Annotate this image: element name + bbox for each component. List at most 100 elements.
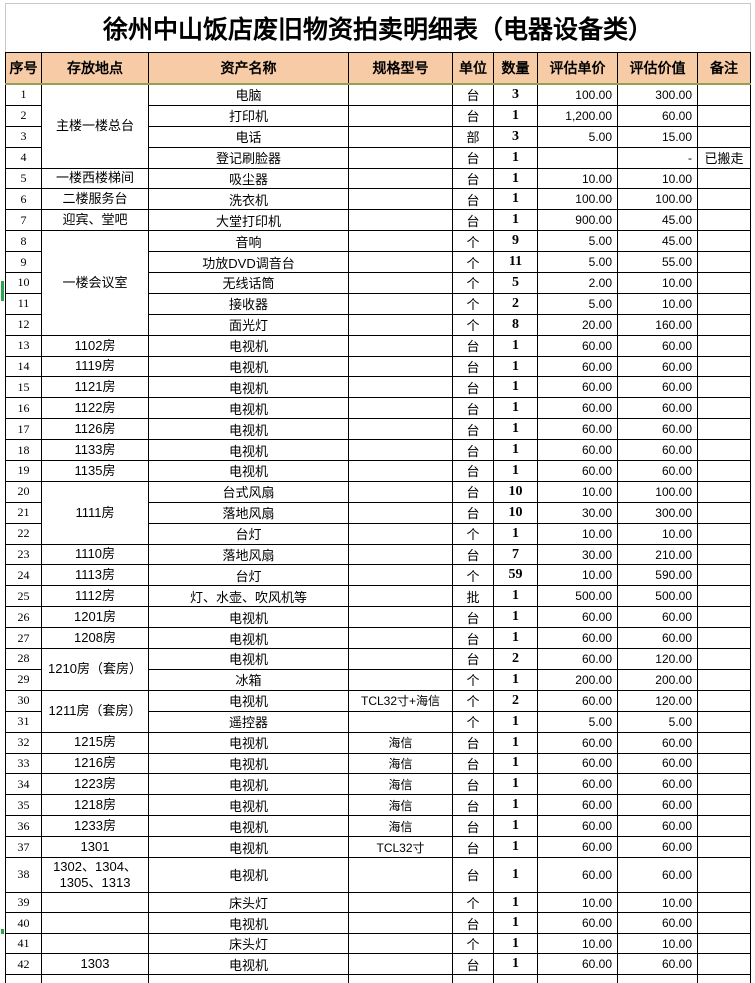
unit-cell[interactable]: 台: [452, 773, 494, 796]
assessed-value-cell[interactable]: 60.00: [617, 856, 698, 893]
assessed-value-cell[interactable]: 210.00: [617, 543, 698, 566]
asset-name-cell[interactable]: 电视机: [148, 418, 349, 441]
quantity-cell[interactable]: 10: [493, 501, 538, 524]
row-number-cell[interactable]: 22: [5, 522, 42, 545]
asset-name-cell[interactable]: 落地风扇: [148, 543, 349, 566]
unit-price-cell[interactable]: 60.00: [537, 439, 618, 462]
quantity-cell[interactable]: 1: [493, 418, 538, 441]
spec-cell[interactable]: [348, 418, 453, 441]
spec-cell[interactable]: [348, 460, 453, 482]
empty-cell[interactable]: [452, 973, 494, 983]
assessed-value-cell[interactable]: 10.00: [617, 292, 698, 315]
note-cell[interactable]: [696, 292, 752, 315]
spec-cell[interactable]: [348, 188, 453, 211]
location-cell[interactable]: 二楼服务台: [41, 188, 149, 211]
row-number-cell[interactable]: 4: [5, 146, 42, 169]
note-cell[interactable]: [696, 648, 752, 670]
assessed-value-cell[interactable]: 60.00: [617, 731, 698, 754]
quantity-cell[interactable]: 1: [493, 891, 538, 914]
assessed-value-cell[interactable]: 60.00: [617, 794, 698, 817]
unit-cell[interactable]: 部: [452, 125, 494, 148]
quantity-cell[interactable]: 1: [493, 188, 538, 211]
asset-name-cell[interactable]: 电视机: [148, 731, 349, 754]
quantity-cell[interactable]: 1: [493, 460, 538, 482]
unit-price-cell[interactable]: 200.00: [537, 668, 618, 691]
spec-cell[interactable]: 海信: [348, 773, 453, 796]
quantity-cell[interactable]: 1: [493, 585, 538, 608]
asset-name-cell[interactable]: 电话: [148, 125, 349, 148]
quantity-cell[interactable]: 1: [493, 146, 538, 169]
column-header-unit-price[interactable]: 评估单价: [537, 52, 618, 85]
spec-cell[interactable]: [348, 585, 453, 608]
unit-cell[interactable]: 台: [452, 460, 494, 482]
unit-price-cell[interactable]: 1,200.00: [537, 104, 618, 127]
quantity-cell[interactable]: 1: [493, 522, 538, 545]
assessed-value-cell[interactable]: 5.00: [617, 710, 698, 733]
note-cell[interactable]: [696, 773, 752, 796]
note-cell[interactable]: [696, 627, 752, 650]
page-title[interactable]: 徐州中山饭店废旧物资拍卖明细表（电器设备类）: [4, 3, 752, 53]
spec-cell[interactable]: [348, 891, 453, 914]
spec-cell[interactable]: [348, 953, 453, 975]
note-cell[interactable]: [696, 710, 752, 733]
quantity-cell[interactable]: 10: [493, 480, 538, 503]
spec-cell[interactable]: [348, 146, 453, 169]
spec-cell[interactable]: [348, 104, 453, 127]
asset-name-cell[interactable]: 电视机: [148, 606, 349, 629]
unit-cell[interactable]: 台: [452, 480, 494, 503]
location-cell[interactable]: 主楼一楼总台: [41, 83, 149, 169]
note-cell[interactable]: [696, 355, 752, 378]
unit-price-cell[interactable]: 20.00: [537, 313, 618, 336]
unit-cell[interactable]: 台: [452, 752, 494, 775]
quantity-cell[interactable]: 1: [493, 397, 538, 420]
assessed-value-cell[interactable]: 60.00: [617, 953, 698, 975]
note-cell[interactable]: [696, 836, 752, 858]
unit-cell[interactable]: 台: [452, 167, 494, 190]
asset-name-cell[interactable]: 电视机: [148, 856, 349, 893]
location-cell[interactable]: 1218房: [41, 794, 149, 817]
unit-price-cell[interactable]: 10.00: [537, 564, 618, 587]
asset-name-cell[interactable]: 登记刷脸器: [148, 146, 349, 169]
quantity-cell[interactable]: 1: [493, 167, 538, 190]
column-header-note[interactable]: 备注: [696, 52, 752, 85]
asset-name-cell[interactable]: 落地风扇: [148, 501, 349, 524]
unit-cell[interactable]: 个: [452, 230, 494, 253]
location-cell[interactable]: 1301: [41, 836, 149, 858]
unit-cell[interactable]: 台: [452, 397, 494, 420]
quantity-cell[interactable]: 1: [493, 355, 538, 378]
note-cell[interactable]: [696, 564, 752, 587]
assessed-value-cell[interactable]: 300.00: [617, 501, 698, 524]
location-cell[interactable]: 迎宾、堂吧: [41, 209, 149, 232]
spec-cell[interactable]: TCL32寸: [348, 836, 453, 858]
unit-cell[interactable]: 台: [452, 439, 494, 462]
spec-cell[interactable]: [348, 313, 453, 336]
assessed-value-cell[interactable]: 60.00: [617, 627, 698, 650]
spec-cell[interactable]: [348, 668, 453, 691]
unit-cell[interactable]: 个: [452, 272, 494, 294]
quantity-cell[interactable]: 1: [493, 794, 538, 817]
row-number-cell[interactable]: 14: [5, 355, 42, 378]
asset-name-cell[interactable]: 电脑: [148, 83, 349, 106]
column-header-assessed-value[interactable]: 评估价值: [617, 52, 698, 85]
note-cell[interactable]: [696, 891, 752, 914]
unit-cell[interactable]: 台: [452, 334, 494, 357]
unit-price-cell[interactable]: 5.00: [537, 710, 618, 733]
quantity-cell[interactable]: 2: [493, 292, 538, 315]
unit-price-cell[interactable]: [537, 146, 618, 169]
row-number-cell[interactable]: 20: [5, 480, 42, 503]
note-cell[interactable]: [696, 460, 752, 482]
assessed-value-cell[interactable]: 60.00: [617, 815, 698, 838]
quantity-cell[interactable]: 9: [493, 230, 538, 253]
assessed-value-cell[interactable]: 100.00: [617, 188, 698, 211]
quantity-cell[interactable]: 7: [493, 543, 538, 566]
row-number-cell[interactable]: 21: [5, 501, 42, 524]
location-cell[interactable]: 1208房: [41, 627, 149, 650]
assessed-value-cell[interactable]: 60.00: [617, 460, 698, 482]
empty-cell[interactable]: [493, 973, 538, 983]
unit-cell[interactable]: 台: [452, 83, 494, 106]
asset-name-cell[interactable]: 吸尘器: [148, 167, 349, 190]
assessed-value-cell[interactable]: 590.00: [617, 564, 698, 587]
unit-cell[interactable]: 台: [452, 953, 494, 975]
unit-price-cell[interactable]: 60.00: [537, 355, 618, 378]
unit-cell[interactable]: 台: [452, 627, 494, 650]
